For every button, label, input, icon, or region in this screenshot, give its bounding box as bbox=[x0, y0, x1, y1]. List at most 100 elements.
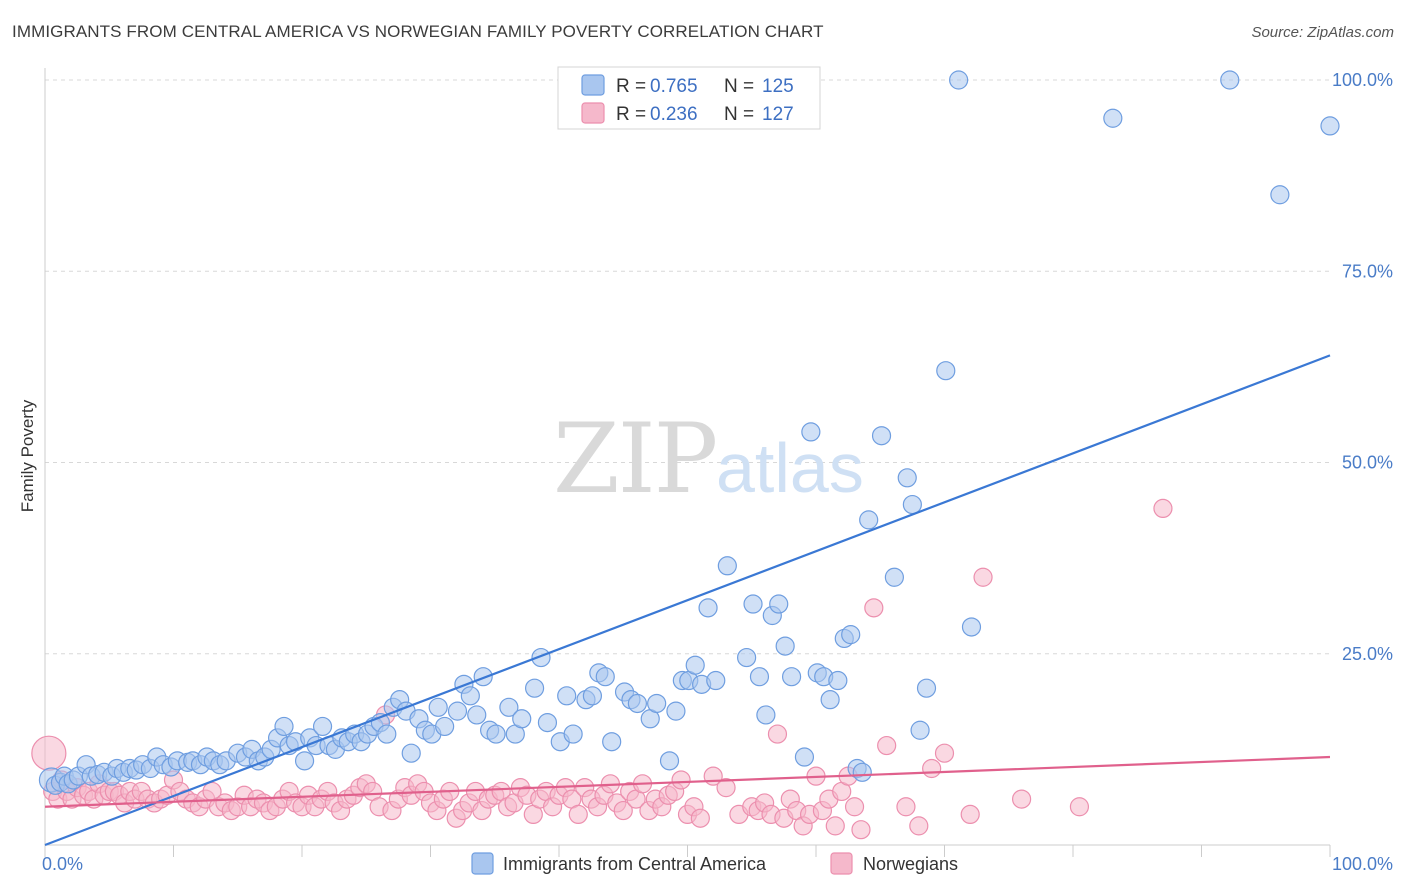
central-america-point bbox=[274, 716, 294, 737]
norwegians-trend-line bbox=[44, 755, 1331, 808]
norwegians-point bbox=[1011, 789, 1032, 809]
central-america-point bbox=[794, 747, 815, 767]
central-america-point bbox=[698, 598, 718, 618]
norwegians-point bbox=[896, 797, 916, 817]
norwegians-point bbox=[877, 735, 897, 756]
correlation-legend: R = 0.765 N = 125 R = 0.236 N = 127 bbox=[557, 66, 821, 130]
tick-labels: 25.0% 50.0% 75.0% 100.0% 0.0% 100.0% bbox=[42, 70, 1393, 874]
central-america-point bbox=[595, 667, 615, 687]
central-america-point bbox=[859, 510, 879, 530]
central-america-point bbox=[537, 712, 558, 733]
legend-n-value-pink: 127 bbox=[762, 104, 794, 125]
watermark-atlas: atlas bbox=[716, 429, 864, 507]
central-america-point bbox=[897, 468, 917, 488]
central-america-point bbox=[460, 686, 480, 706]
norwegians-point bbox=[909, 816, 929, 836]
legend-swatch-blue bbox=[581, 74, 605, 96]
norwegians-point bbox=[825, 816, 845, 836]
norwegians-point bbox=[568, 804, 588, 825]
bottom-legend-label-norwegians: Norwegians bbox=[863, 854, 958, 874]
axes bbox=[44, 68, 1331, 857]
y-axis-label: Family Poverty bbox=[18, 399, 37, 512]
legend-swatch-pink bbox=[581, 102, 605, 124]
central-america-point bbox=[781, 667, 802, 687]
central-america-points bbox=[38, 70, 1340, 795]
central-america-point bbox=[737, 647, 757, 668]
central-america-point bbox=[936, 361, 956, 381]
chart-source: Source: ZipAtlas.com bbox=[1251, 24, 1394, 41]
central-america-point bbox=[531, 647, 551, 668]
y-tick-label: 25.0% bbox=[1342, 644, 1393, 664]
central-america-point bbox=[499, 697, 519, 717]
legend-r-label: R = bbox=[616, 104, 646, 125]
norwegians-point bbox=[851, 820, 871, 840]
norwegians-point bbox=[922, 758, 942, 779]
legend-r-label: R = bbox=[616, 76, 646, 97]
norwegians-point bbox=[973, 567, 993, 587]
norwegians-point bbox=[844, 797, 865, 817]
bottom-legend-label-central-america: Immigrants from Central America bbox=[503, 854, 767, 874]
legend-n-label: N = bbox=[724, 76, 754, 97]
central-america-point bbox=[582, 686, 603, 706]
central-america-point bbox=[627, 693, 647, 714]
central-america-point bbox=[428, 697, 448, 717]
central-america-point bbox=[706, 670, 726, 691]
central-america-point bbox=[1103, 108, 1123, 128]
central-america-point bbox=[775, 636, 795, 656]
central-america-point bbox=[486, 724, 506, 744]
central-america-point bbox=[820, 690, 840, 710]
central-america-point bbox=[563, 724, 583, 744]
central-america-point bbox=[435, 716, 455, 737]
norwegians-point bbox=[767, 724, 788, 744]
central-america-point bbox=[467, 705, 487, 725]
central-america-point bbox=[1320, 116, 1340, 136]
watermark-zip: ZIP bbox=[553, 403, 716, 515]
central-america-point bbox=[666, 701, 686, 721]
series-legend: Immigrants from Central America Norwegia… bbox=[471, 852, 958, 875]
central-america-point bbox=[1220, 70, 1240, 90]
norwegians-point bbox=[1069, 797, 1090, 817]
central-america-point bbox=[557, 686, 577, 706]
central-america-point bbox=[749, 667, 770, 687]
central-america-point bbox=[512, 709, 532, 729]
central-america-point bbox=[647, 693, 667, 714]
central-america-point bbox=[294, 751, 315, 771]
central-america-point bbox=[743, 594, 763, 614]
central-america-point bbox=[756, 705, 776, 725]
central-america-point bbox=[910, 720, 930, 740]
central-america-point bbox=[659, 751, 680, 771]
norwegians-point bbox=[1153, 498, 1173, 518]
central-america-point bbox=[401, 743, 421, 763]
central-america-point bbox=[685, 655, 705, 675]
central-america-point bbox=[961, 617, 982, 637]
central-america-point bbox=[884, 567, 904, 587]
central-america-point bbox=[801, 422, 821, 442]
legend-n-label: N = bbox=[724, 104, 754, 125]
central-america-point bbox=[871, 426, 892, 446]
central-america-point bbox=[377, 724, 397, 744]
norwegians-point bbox=[671, 770, 691, 790]
central-america-point bbox=[524, 678, 545, 698]
y-tick-label: 100.0% bbox=[1332, 70, 1393, 90]
x-tick-label: 0.0% bbox=[42, 854, 83, 874]
norwegians-point bbox=[716, 778, 736, 798]
central-america-point bbox=[1270, 185, 1290, 205]
norwegians-point bbox=[864, 598, 884, 618]
central-america-point bbox=[902, 494, 922, 515]
legend-r-value-blue: 0.765 bbox=[650, 76, 698, 97]
central-america-trend-line bbox=[44, 354, 1331, 847]
central-america-point bbox=[473, 667, 493, 687]
central-america-point bbox=[916, 678, 937, 698]
chart-title: IMMIGRANTS FROM CENTRAL AMERICA VS NORWE… bbox=[12, 22, 824, 41]
norwegians-point bbox=[960, 804, 980, 825]
norwegians-point bbox=[613, 800, 633, 821]
watermark: ZIP atlas bbox=[553, 403, 864, 515]
norwegians-point bbox=[690, 808, 710, 828]
central-america-point bbox=[852, 762, 872, 782]
norwegians-point bbox=[934, 743, 955, 763]
norwegians-points bbox=[31, 498, 1173, 840]
central-america-point bbox=[602, 732, 622, 752]
central-america-point bbox=[717, 556, 737, 576]
bottom-legend-swatch-pink bbox=[830, 852, 853, 875]
